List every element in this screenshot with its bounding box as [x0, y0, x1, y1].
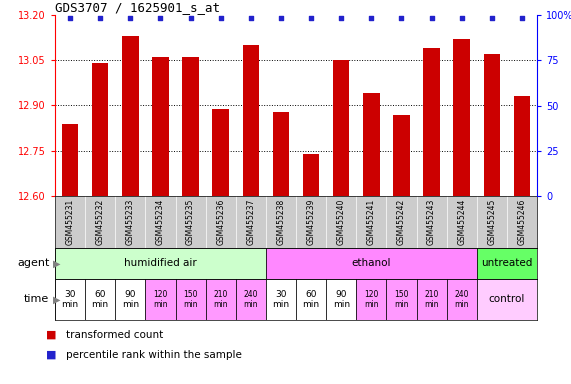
Text: agent: agent	[17, 258, 49, 268]
Bar	[266, 279, 296, 320]
Text: GSM455240: GSM455240	[337, 199, 345, 245]
Text: 120
min: 120 min	[364, 290, 379, 309]
Text: GSM455242: GSM455242	[397, 199, 406, 245]
Text: humidified air: humidified air	[124, 258, 197, 268]
Bar	[326, 279, 356, 320]
Bar	[387, 279, 416, 320]
Bar	[92, 63, 108, 196]
Bar	[393, 114, 410, 196]
Text: 150
min: 150 min	[183, 290, 198, 309]
Bar	[484, 54, 500, 196]
Point	[487, 15, 496, 21]
Text: ■: ■	[46, 330, 56, 340]
Text: ▶: ▶	[53, 258, 61, 268]
Point	[517, 15, 526, 21]
Bar	[296, 279, 326, 320]
Bar	[62, 124, 78, 196]
Text: GSM455233: GSM455233	[126, 199, 135, 245]
Text: 90
min: 90 min	[122, 290, 139, 309]
Text: 150
min: 150 min	[394, 290, 409, 309]
Point	[95, 15, 104, 21]
Text: transformed count: transformed count	[66, 330, 163, 340]
Text: GSM455243: GSM455243	[427, 199, 436, 245]
Bar	[55, 279, 85, 320]
Bar	[363, 93, 380, 196]
Text: 210
min: 210 min	[214, 290, 228, 309]
Text: 60
min: 60 min	[303, 290, 320, 309]
Point	[457, 15, 467, 21]
Bar	[122, 36, 139, 196]
Text: ■: ■	[46, 350, 56, 360]
Text: 240
min: 240 min	[455, 290, 469, 309]
Bar	[55, 248, 266, 279]
Bar	[243, 45, 259, 196]
Bar	[115, 279, 146, 320]
Point	[427, 15, 436, 21]
Text: 120
min: 120 min	[153, 290, 168, 309]
Text: ▶: ▶	[53, 295, 61, 305]
Point	[126, 15, 135, 21]
Text: GSM455237: GSM455237	[246, 199, 255, 245]
Bar	[212, 109, 229, 196]
Point	[156, 15, 165, 21]
Text: 30
min: 30 min	[272, 290, 289, 309]
Bar	[333, 60, 349, 196]
Bar	[303, 154, 319, 196]
Bar	[477, 279, 537, 320]
Bar	[152, 57, 168, 196]
Point	[337, 15, 346, 21]
Text: GSM455232: GSM455232	[96, 199, 104, 245]
Bar	[266, 248, 477, 279]
Text: ethanol: ethanol	[352, 258, 391, 268]
Bar	[423, 48, 440, 196]
Text: GSM455235: GSM455235	[186, 199, 195, 245]
Point	[307, 15, 316, 21]
Bar	[85, 279, 115, 320]
Text: control: control	[489, 295, 525, 305]
Text: GSM455244: GSM455244	[457, 199, 466, 245]
Text: time: time	[24, 295, 49, 305]
Text: GSM455241: GSM455241	[367, 199, 376, 245]
Point	[367, 15, 376, 21]
Bar	[175, 279, 206, 320]
Text: GDS3707 / 1625901_s_at: GDS3707 / 1625901_s_at	[55, 1, 220, 14]
Bar	[206, 279, 236, 320]
Bar	[447, 279, 477, 320]
Text: GSM455236: GSM455236	[216, 199, 225, 245]
Text: GSM455238: GSM455238	[276, 199, 286, 245]
Bar	[236, 279, 266, 320]
Bar	[273, 111, 289, 196]
Bar	[356, 279, 387, 320]
Text: 30
min: 30 min	[62, 290, 79, 309]
Point	[397, 15, 406, 21]
Bar	[514, 96, 530, 196]
Text: GSM455239: GSM455239	[307, 199, 316, 245]
Point	[276, 15, 286, 21]
Bar	[182, 57, 199, 196]
Bar	[146, 279, 175, 320]
Text: GSM455231: GSM455231	[66, 199, 75, 245]
Text: 240
min: 240 min	[244, 290, 258, 309]
Point	[66, 15, 75, 21]
Text: 60
min: 60 min	[91, 290, 108, 309]
Bar	[477, 248, 537, 279]
Bar	[453, 39, 470, 196]
Text: untreated: untreated	[481, 258, 533, 268]
Text: 210
min: 210 min	[424, 290, 439, 309]
Point	[216, 15, 225, 21]
Text: GSM455234: GSM455234	[156, 199, 165, 245]
Text: GSM455246: GSM455246	[517, 199, 526, 245]
Point	[186, 15, 195, 21]
Point	[246, 15, 255, 21]
Text: GSM455245: GSM455245	[487, 199, 496, 245]
Text: percentile rank within the sample: percentile rank within the sample	[66, 350, 242, 360]
Text: 90
min: 90 min	[333, 290, 350, 309]
Bar	[416, 279, 447, 320]
